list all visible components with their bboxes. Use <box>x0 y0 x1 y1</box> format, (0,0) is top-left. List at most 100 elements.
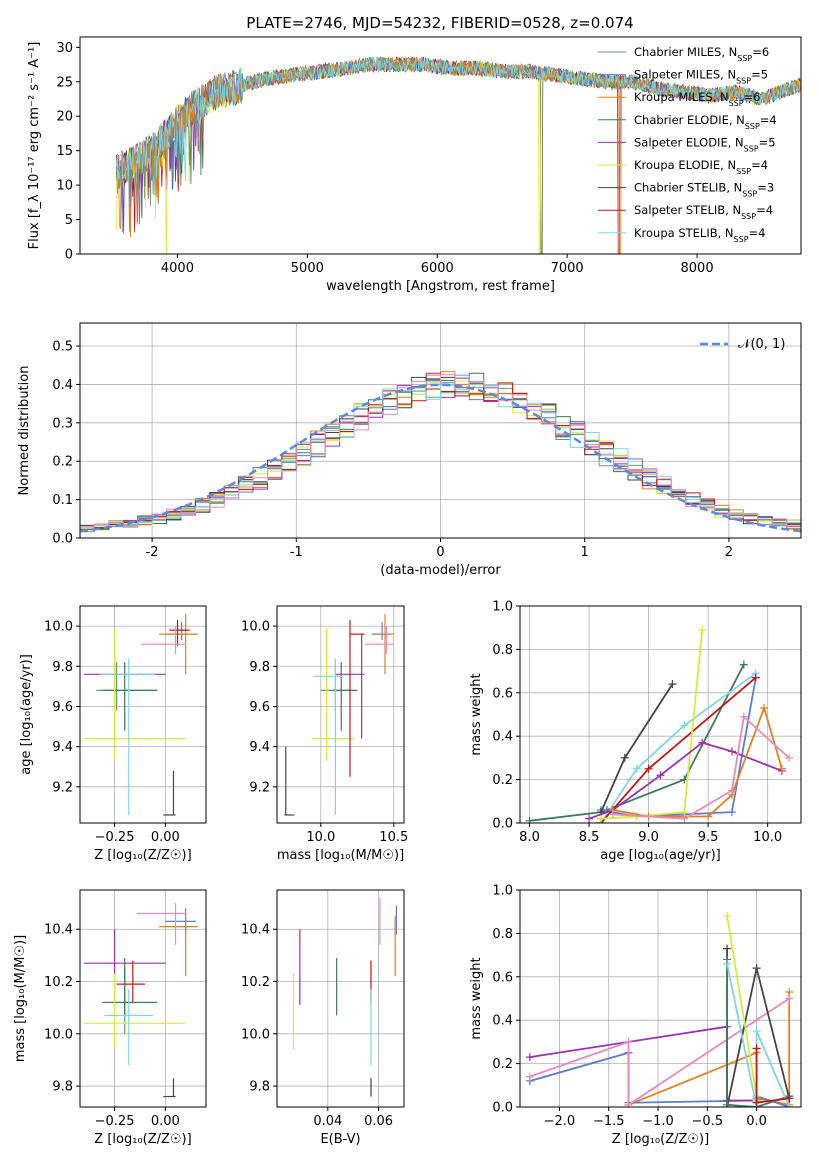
y-tick-label: 0.0 <box>492 1101 513 1116</box>
y-tick-label: 10.0 <box>241 1027 270 1042</box>
series-marker <box>785 1094 794 1103</box>
x-tick-label: −0.25 <box>95 830 135 845</box>
y-tick-label: 0.3 <box>52 416 73 431</box>
y-tick-label: 0.2 <box>492 773 513 788</box>
axes-frame <box>276 605 405 824</box>
series-marker <box>760 703 769 712</box>
series-marker <box>624 1037 633 1046</box>
y-tick-label: 20 <box>56 110 73 125</box>
legend-label: Kroupa STELIB, NSSP=4 <box>634 226 765 244</box>
series-marker <box>752 1044 761 1053</box>
series-marker <box>723 912 732 921</box>
y-tick-label: 10 <box>56 179 73 194</box>
axes-frame <box>79 889 207 1108</box>
y-tick-label: 0.6 <box>492 686 513 701</box>
panel-age_vs_mass: 10.0 10.5 9.2 9.4 9.6 9.8 10.0 mass [log₁₀(M/M☉… <box>241 605 408 863</box>
x-tick-label: -2 <box>146 545 159 560</box>
series-marker <box>680 721 689 730</box>
series-marker <box>785 1103 794 1107</box>
y-tick-label: 10.4 <box>241 923 270 938</box>
x-tick-label: 9.5 <box>698 830 719 845</box>
plot-area <box>84 903 198 1098</box>
y-tick-label: 10.2 <box>241 975 270 990</box>
panels: 4000 5000 6000 7000 8000051015202530waveleng… <box>13 36 802 1147</box>
x-axis-label: (data-model)/error <box>380 563 501 578</box>
series-marker <box>620 753 629 762</box>
x-axis-label: E(B-V) <box>320 1132 360 1147</box>
series-marker <box>752 1098 761 1107</box>
series-marker <box>656 771 665 780</box>
legend-label: Chabrier STELIB, NSSP=3 <box>634 181 774 199</box>
x-tick-label: 10.5 <box>379 830 408 845</box>
y-tick-label: 9.6 <box>249 700 270 715</box>
series-marker <box>727 808 736 817</box>
y-tick-label: 1.0 <box>492 884 513 899</box>
y-tick-label: 10.4 <box>44 923 73 938</box>
x-tick-label: 6000 <box>421 261 454 276</box>
y-tick-label: 10.0 <box>44 620 73 635</box>
series-marker <box>698 738 707 747</box>
series-marker <box>632 764 641 773</box>
x-tick-label: 0.0 <box>746 1114 767 1129</box>
x-axis-label: age [log₁₀(age/yr)] <box>600 848 721 863</box>
x-axis-label: mass [log₁₀(M/M☉)] <box>277 848 404 863</box>
y-axis-label: mass weight <box>469 957 484 1039</box>
x-tick-label: −0.25 <box>95 1114 135 1129</box>
x-tick-label: 5000 <box>291 261 324 276</box>
series-marker <box>596 814 605 823</box>
x-tick-label: 0.00 <box>151 1114 180 1129</box>
x-tick-label: −2.0 <box>544 1114 576 1129</box>
y-tick-label: 9.8 <box>52 1080 73 1095</box>
series-marker <box>752 1027 761 1036</box>
y-tick-label: 9.8 <box>249 1080 270 1095</box>
axes-frame <box>79 605 207 824</box>
y-tick-label: 0.0 <box>52 532 73 547</box>
histogram-step <box>80 374 801 528</box>
panel-age_vs_Z: −0.25 0.00 9.2 9.4 9.6 9.8 10.0 Z [log₁₀(Z/Z☉)]… <box>19 605 207 863</box>
y-tick-label: 0.4 <box>52 378 73 393</box>
series-marker <box>624 1100 633 1107</box>
series-line <box>726 959 790 1107</box>
plot-area <box>525 625 794 823</box>
series-line <box>529 997 790 1107</box>
x-tick-label: 0.06 <box>364 1114 393 1129</box>
series-marker <box>751 673 760 682</box>
series-marker <box>680 814 689 823</box>
y-axis-label: age [log₁₀(age/yr)] <box>19 654 34 775</box>
legend-label: Salpeter MILES, NSSP=5 <box>634 68 768 86</box>
x-tick-label: 0.00 <box>151 830 180 845</box>
series-marker <box>698 625 707 634</box>
series-line <box>600 629 704 820</box>
y-tick-label: 10.0 <box>241 620 270 635</box>
panel-residuals: -2 -1 0 1 2 0.0 0.1 0.2 0.3 0.4 0.5 (data-model)/er… <box>17 322 802 578</box>
series-marker <box>525 1072 534 1081</box>
legend-label: Kroupa ELODIE, NSSP=4 <box>634 158 768 176</box>
y-axis-label: mass weight <box>469 673 484 755</box>
axes-frame <box>519 605 802 824</box>
plot-area <box>84 614 198 816</box>
y-tick-label: 0.8 <box>492 927 513 942</box>
axes-frame <box>519 889 802 1108</box>
x-tick-label: −0.5 <box>692 1114 724 1129</box>
series-marker <box>723 959 732 968</box>
y-tick-label: 9.2 <box>249 780 270 795</box>
y-tick-label: 0 <box>65 248 73 263</box>
x-tick-label: -1 <box>290 545 303 560</box>
series-marker <box>777 764 786 773</box>
y-tick-label: 0.8 <box>492 643 513 658</box>
x-tick-label: 0.04 <box>313 1114 342 1129</box>
x-tick-label: −1.0 <box>642 1114 674 1129</box>
series-marker <box>585 814 594 823</box>
series-marker <box>727 747 736 756</box>
x-tick-label: 8.5 <box>579 830 600 845</box>
x-tick-label: 1 <box>581 545 589 560</box>
series-line <box>588 741 783 820</box>
x-tick-label: 2 <box>725 545 733 560</box>
x-tick-label: 0 <box>436 545 444 560</box>
panel-spectrum: 4000 5000 6000 7000 8000 0 5 10 15 20 25 30 waveleng… <box>27 36 802 294</box>
y-tick-label: 30 <box>56 41 73 56</box>
y-tick-label: 9.4 <box>249 740 270 755</box>
series-line <box>529 1051 790 1107</box>
plot-area <box>284 614 394 816</box>
y-tick-label: 0.5 <box>52 340 73 355</box>
